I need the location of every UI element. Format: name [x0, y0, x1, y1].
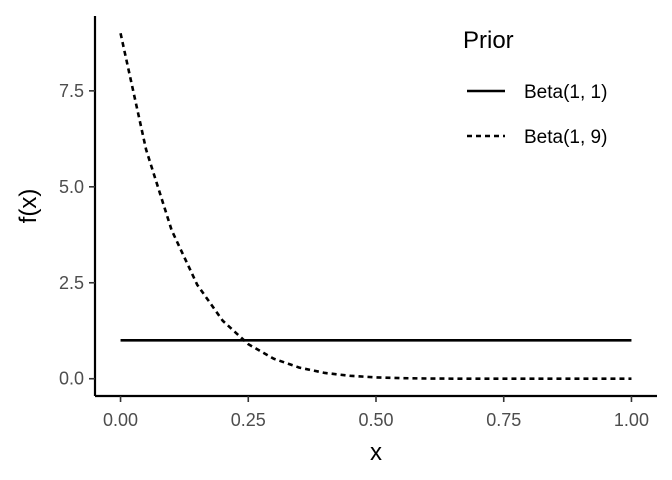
- legend-items: Beta(1, 1) Beta(1, 9): [467, 82, 607, 148]
- legend: Prior Beta(1, 1) Beta(1, 9): [463, 27, 607, 148]
- x-tick-label: 1.00: [614, 410, 649, 430]
- plot-area: [119, 32, 632, 381]
- y-tick-label: 0.0: [59, 369, 84, 389]
- x-tick-label: 0.50: [358, 410, 393, 430]
- y-tick-label: 7.5: [59, 81, 84, 101]
- legend-label-1: Beta(1, 1): [524, 82, 607, 103]
- x-tick-label: 0.75: [486, 410, 521, 430]
- axes: [93, 16, 657, 398]
- x-tick-label: 0.25: [231, 410, 266, 430]
- y-axis-title: f(x): [15, 189, 42, 224]
- y-tick-label: 5.0: [59, 177, 84, 197]
- x-tick-label: 0.00: [103, 410, 138, 430]
- x-axis-ticks: 0.00 0.25 0.50 0.75 1.00: [103, 396, 649, 430]
- y-axis-ticks: 0.0 2.5 5.0 7.5: [59, 81, 95, 389]
- x-axis-title: x: [370, 439, 382, 466]
- legend-label-2: Beta(1, 9): [524, 127, 607, 148]
- y-tick-label: 2.5: [59, 273, 84, 293]
- legend-title: Prior: [463, 27, 514, 54]
